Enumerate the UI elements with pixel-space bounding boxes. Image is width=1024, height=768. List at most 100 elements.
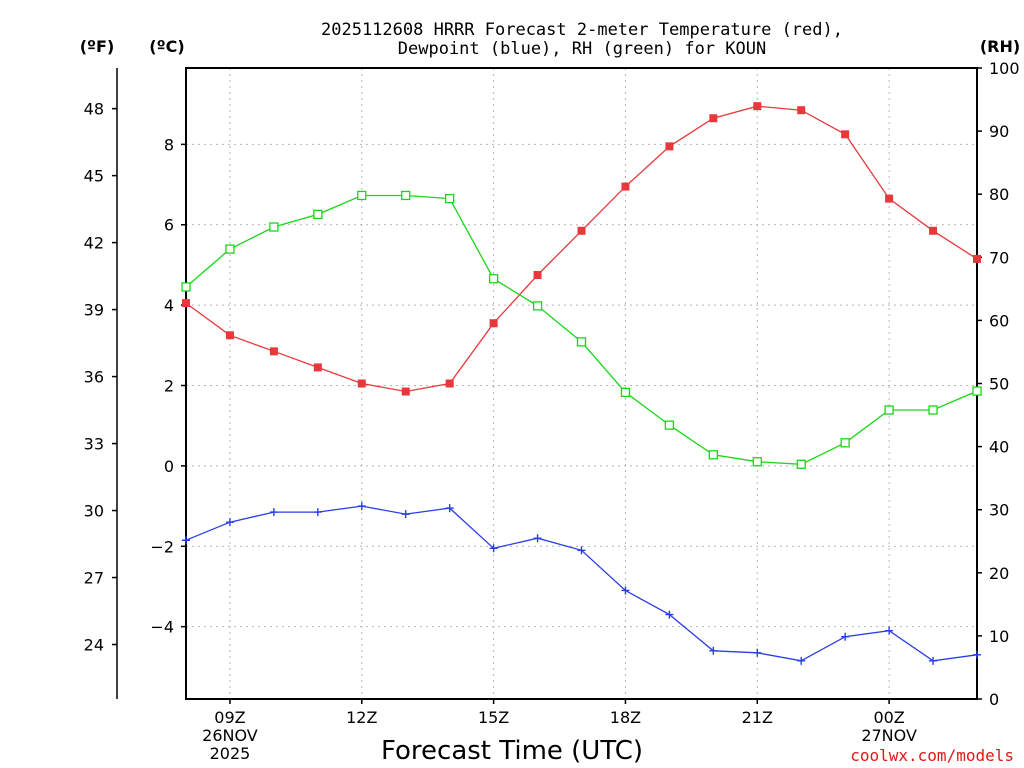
rh-point [181, 282, 191, 292]
celsius-tick-label: 2 [164, 377, 174, 396]
rh-tick-label: 50 [989, 375, 1009, 394]
2-meter-temperature-point [841, 130, 850, 139]
dewpoint-point [973, 650, 981, 659]
rh-point [488, 274, 499, 284]
x-tick-label: 21Z [742, 708, 773, 727]
fahrenheit-tick-label: 36 [84, 368, 104, 387]
fahrenheit-tick-label: 33 [84, 435, 104, 454]
x-tick-label: 26NOV [202, 726, 258, 745]
2-meter-temperature-point [269, 347, 278, 356]
celsius-tick-label: 4 [164, 296, 174, 315]
dewpoint-point [445, 504, 454, 513]
rh-point [532, 301, 543, 311]
rh-point [225, 244, 235, 254]
2-meter-temperature-point [665, 142, 674, 151]
rh-point [708, 450, 718, 460]
fahrenheit-tick-label: 45 [84, 167, 104, 186]
x-tick-label: 12Z [346, 708, 377, 727]
celsius-tick-label: 6 [164, 216, 174, 235]
rh-tick-label: 20 [989, 564, 1009, 583]
rh-tick-label: 10 [989, 627, 1009, 646]
dewpoint-point [533, 534, 542, 543]
dewpoint-point [841, 632, 850, 641]
celsius-tick-label: −4 [150, 618, 174, 637]
fahrenheit-tick-label: 42 [84, 234, 104, 253]
2-meter-temperature-point [313, 363, 322, 372]
2-meter-temperature-point [445, 379, 454, 388]
rh-point [620, 387, 631, 397]
chart-title: 2025112608 HRRR Forecast 2-meter Tempera… [321, 20, 843, 40]
chart-subtitle: Dewpoint (blue), RH (green) for KOUN [398, 39, 766, 59]
dewpoint-point [753, 648, 762, 657]
rh-point [972, 386, 982, 396]
celsius-tick-label: −2 [150, 537, 174, 556]
rh-line [185, 194, 978, 465]
2-meter-temperature-point [797, 106, 806, 115]
dewpoint-point [225, 518, 234, 527]
celsius-tick-label: 0 [164, 457, 174, 476]
rh-tick-label: 90 [989, 122, 1009, 141]
rh-tick-label: 30 [989, 501, 1009, 520]
rh-tick-label: 40 [989, 438, 1009, 457]
dewpoint-point [313, 508, 322, 517]
rh-tick-label: 100 [989, 59, 1020, 78]
grid [186, 68, 977, 699]
2-meter-temperature-point [577, 226, 586, 235]
rh-point [796, 459, 806, 469]
x-tick-label: 2025 [210, 744, 251, 763]
fahrenheit-unit-label: (ºF) [80, 37, 115, 56]
rh-point [664, 420, 675, 430]
dewpoint-point [577, 546, 586, 555]
rh-point [884, 405, 894, 415]
fahrenheit-tick-label: 30 [84, 502, 104, 521]
rh-point [313, 209, 323, 220]
rh-point [576, 337, 587, 347]
2-meter-temperature-line [185, 105, 978, 393]
dewpoint-point [929, 656, 938, 665]
rh-point [928, 405, 938, 415]
x-axis-label: Forecast Time (UTC) [381, 736, 643, 766]
2-meter-temperature-point [182, 299, 190, 308]
2-meter-temperature-point [753, 102, 762, 111]
dewpoint-point [269, 508, 278, 517]
2-meter-temperature-point [709, 114, 718, 123]
dewpoint-point [797, 656, 806, 665]
x-tick-label: 27NOV [861, 726, 917, 745]
x-tick-label: 00Z [873, 708, 904, 727]
rh-tick-label: 60 [989, 311, 1009, 330]
2-meter-temperature-point [929, 226, 938, 235]
rh-point [401, 190, 411, 201]
dewpoint-point [665, 610, 674, 619]
2-meter-temperature-point [621, 182, 630, 191]
rh-point [752, 457, 762, 467]
rh-point [269, 222, 279, 232]
rh-point [840, 438, 850, 448]
credit-text: coolwx.com/models [850, 746, 1014, 765]
series-group [181, 102, 982, 665]
fahrenheit-tick-label: 48 [84, 100, 104, 119]
dewpoint-point [621, 586, 630, 595]
celsius-unit-label: (ºC) [149, 37, 184, 56]
x-tick-label: 15Z [478, 708, 509, 727]
dewpoint-point [709, 646, 718, 655]
2-meter-temperature-point [973, 254, 981, 263]
axes: −4−2024682427303336394245480102030405060… [84, 59, 1020, 763]
rh-unit-label: (RH) [980, 37, 1020, 56]
2-meter-temperature-point [489, 319, 498, 328]
2-meter-temperature-point [401, 387, 410, 396]
rh-tick-label: 0 [989, 690, 999, 709]
dewpoint-point [885, 626, 894, 635]
dewpoint-line [185, 505, 978, 662]
2-meter-temperature-point [225, 331, 234, 340]
plot-frame [185, 67, 978, 700]
dewpoint-point [182, 536, 190, 545]
dewpoint-point [401, 510, 410, 519]
rh-tick-label: 70 [989, 248, 1009, 267]
x-tick-label: 18Z [610, 708, 641, 727]
2-meter-temperature-point [533, 270, 542, 279]
rh-point [445, 193, 455, 204]
rh-point [357, 190, 367, 201]
x-tick-label: 09Z [214, 708, 245, 727]
fahrenheit-tick-label: 27 [84, 569, 104, 588]
